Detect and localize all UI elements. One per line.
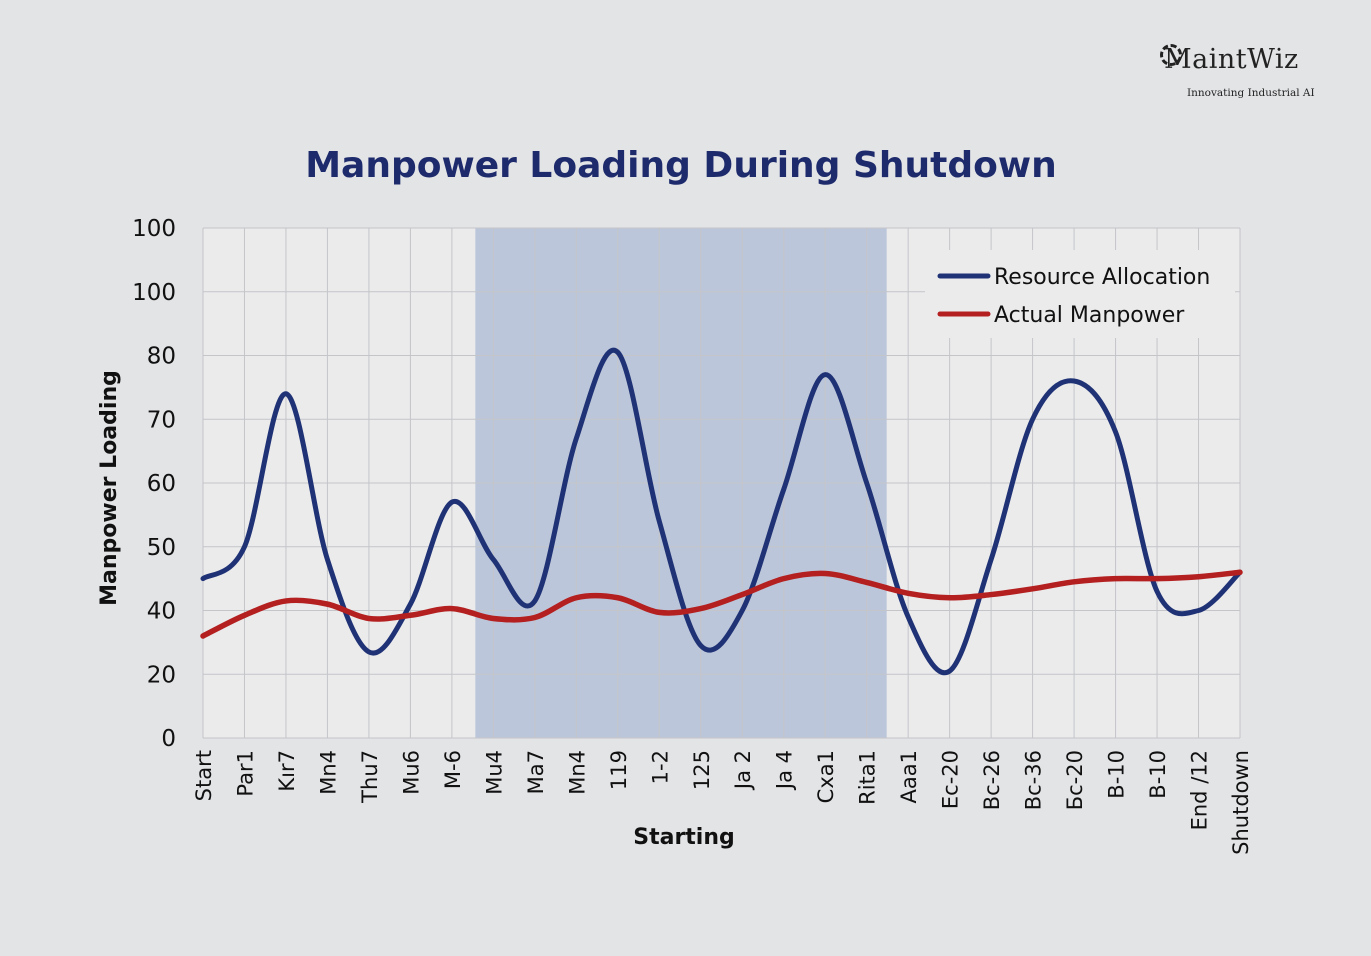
x-tick-label: 1-2 [648, 750, 672, 784]
x-tick-label: Par1 [233, 750, 257, 797]
x-tick-label: Mn4 [316, 750, 340, 795]
grid [202, 227, 1241, 739]
x-tick-label: Cxa1 [814, 750, 838, 803]
logo-name: MaintWiz [1164, 44, 1299, 75]
x-tick-label: Bc-26 [980, 750, 1004, 810]
y-tick-label: 0 [161, 726, 176, 752]
x-tick-label: Bc-36 [1022, 750, 1046, 810]
x-tick-label: Thu7 [358, 750, 382, 804]
x-tick-label: B-10 [1105, 750, 1129, 799]
x-tick-label: Mn4 [565, 750, 589, 795]
logo-tagline: Innovating Industrial AI [1187, 87, 1315, 99]
x-tick-label: Aaa1 [897, 750, 921, 803]
x-tick-label: Mu6 [399, 750, 423, 795]
x-tick-label: End /12 [1188, 750, 1212, 830]
x-axis-label: Starting [633, 825, 735, 850]
x-tick-label: Ja 4 [773, 750, 797, 791]
y-axis-label: Manpower Loading [97, 370, 122, 606]
y-tick-label: 80 [147, 344, 176, 370]
x-tick-label: Ja 2 [731, 750, 755, 791]
x-tick-label: Ec-20 [939, 750, 963, 809]
maintwiz-logo: MaintWiz Innovating Industrial AI [1160, 44, 1330, 99]
x-tick-label: Kır7 [275, 750, 299, 792]
y-tick-label: 100 [132, 280, 176, 306]
legend-label-actual: Actual Manpower [994, 303, 1185, 328]
y-tick-label: 40 [147, 599, 176, 625]
y-tick-label: 70 [147, 407, 176, 433]
legend-label-resource: Resource Allocation [994, 265, 1210, 290]
x-tick-label: Mu4 [482, 750, 506, 795]
chart-title: Manpower Loading During Shutdown [305, 145, 1057, 186]
x-tick-label: Shutdown [1229, 750, 1253, 855]
x-tick-label: M-6 [441, 750, 465, 789]
y-tick-label: 60 [147, 471, 176, 497]
y-tick-label: 50 [147, 535, 176, 561]
x-tick-label: Rita1 [856, 750, 880, 805]
x-tick-label: B-10 [1146, 750, 1170, 799]
y-tick-label: 100 [132, 216, 176, 242]
series-line-actual-manpower [200, 569, 1243, 639]
x-tick-label: Ma7 [524, 750, 548, 794]
legend: Resource Allocation Actual Manpower [925, 250, 1235, 338]
y-tick-label: 20 [147, 662, 176, 688]
gear-icon [1160, 44, 1182, 66]
x-tick-label: 119 [607, 750, 631, 790]
x-tick-label: Start [192, 750, 216, 801]
x-tick-label: 125 [690, 750, 714, 790]
x-tick-label: Бc-20 [1063, 750, 1087, 810]
